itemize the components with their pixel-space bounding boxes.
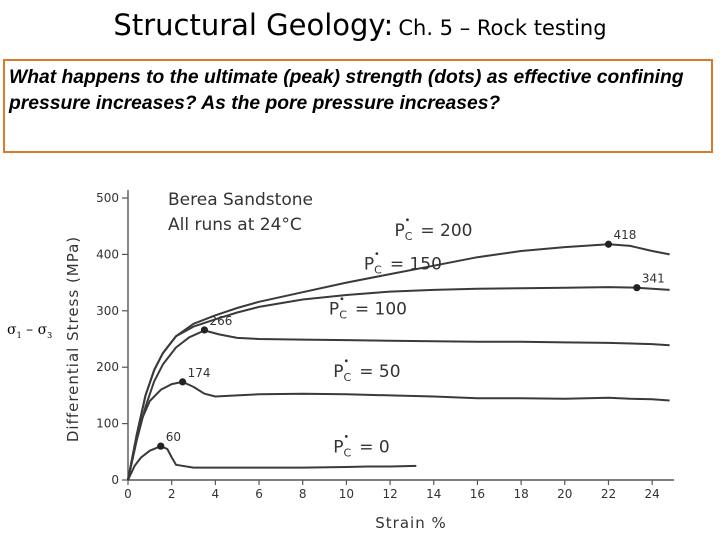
x-axis-label: Strain % (375, 514, 446, 532)
x-tick-label: 4 (212, 487, 220, 501)
series-label-symbol: P (333, 362, 343, 382)
slide-title-main: Structural Geology: (113, 8, 394, 42)
peak-label-0: 418 (613, 228, 636, 242)
series-label-symbol: P (329, 300, 339, 320)
title-group: Berea Sandstone All runs at 24°C (168, 190, 313, 235)
y-tick-label: 100 (96, 417, 119, 431)
sigma-1-subscript: 1 (16, 330, 22, 340)
y-tick-label: 300 (96, 304, 119, 318)
sigma-3-subscript: 3 (47, 330, 53, 340)
series-line-4 (127, 445, 417, 481)
minus-sign: – (21, 322, 38, 338)
peak-dot-0 (604, 240, 613, 248)
series-label-subscript: C (405, 230, 413, 243)
series-label-symbol: P (394, 221, 404, 241)
prime-mark-0 (406, 218, 409, 222)
y-axis-label: Differential Stress (MPa) (64, 236, 82, 442)
question-text: What happens to the ultimate (peak) stre… (9, 67, 684, 114)
differential-stress-symbol: σ1 – σ3 (7, 322, 52, 340)
peak-dot-3 (179, 378, 187, 386)
series-label-value: = 200 (420, 221, 472, 241)
question-box: What happens to the ultimate (peak) stre… (3, 59, 713, 153)
series-line-3 (127, 380, 670, 481)
x-tick-label: 12 (382, 487, 397, 501)
series-label-0: PC = 200 (394, 221, 472, 243)
slide-title-sub: Ch. 5 – Rock testing (398, 16, 607, 40)
y-tick-label: 400 (96, 247, 119, 261)
x-tick-label: 10 (339, 487, 354, 501)
slide-title: Structural Geology: Ch. 5 – Rock testing (0, 8, 720, 42)
series-label-subscript: C (374, 264, 382, 277)
x-tick-label: 20 (557, 487, 572, 501)
peak-label-1: 341 (642, 272, 665, 286)
prime-mark-4 (344, 434, 348, 438)
y-tick-label: 500 (96, 191, 119, 205)
series-label-subscript: C (344, 446, 352, 459)
series-label-subscript: C (344, 371, 352, 384)
x-tick-label: 6 (255, 487, 263, 501)
series-label-symbol: P (333, 437, 343, 457)
x-tick-label: 2 (168, 487, 176, 501)
series-label-symbol: P (364, 255, 374, 275)
prime-mark-1 (375, 252, 379, 256)
series-label-1: PC = 150 (364, 255, 442, 277)
series-label-value: = 100 (355, 300, 407, 320)
sigma-1-symbol: σ (7, 322, 17, 338)
series-label-subscript: C (339, 309, 347, 322)
curves (127, 243, 670, 481)
series-line-2 (127, 329, 670, 481)
series-label-2: PC = 100 (329, 300, 407, 322)
peak-dot-2 (200, 326, 209, 334)
peak-label-4: 60 (166, 430, 181, 444)
prime-mark-3 (344, 359, 348, 363)
series-label-3: PC = 50 (333, 362, 400, 384)
series-label-4: PC = 0 (333, 437, 389, 459)
peak-dot-4 (157, 442, 165, 450)
sigma-3-symbol: σ (37, 322, 48, 338)
series-line-1 (127, 286, 670, 481)
prime-mark-2 (340, 297, 344, 301)
peak-dot-1 (633, 284, 641, 292)
chart-title-line-1: Berea Sandstone (168, 190, 313, 210)
y-tick-label: 0 (111, 473, 119, 487)
x-tick-label: 8 (299, 487, 307, 501)
peak-label-2: 266 (209, 314, 232, 328)
x-tick-label: 22 (601, 487, 616, 501)
x-tick-label: 18 (513, 487, 528, 501)
x-tick-label: 16 (470, 487, 485, 501)
x-tick-label: 0 (124, 487, 132, 501)
peak-label-3: 174 (188, 366, 211, 380)
x-tick-label: 14 (426, 487, 441, 501)
series-label-value: = 50 (359, 362, 400, 382)
peak-points: 418 341 266 174 60 (157, 228, 665, 450)
x-tick-label: 24 (645, 487, 660, 501)
y-tick-label: 200 (96, 360, 119, 374)
series-label-value: = 150 (390, 255, 442, 275)
chart-title-line-2: All runs at 24°C (168, 215, 302, 235)
stress-strain-chart: Berea Sandstone All runs at 24°C 0100200… (64, 190, 674, 532)
series-label-value: = 0 (359, 437, 389, 457)
